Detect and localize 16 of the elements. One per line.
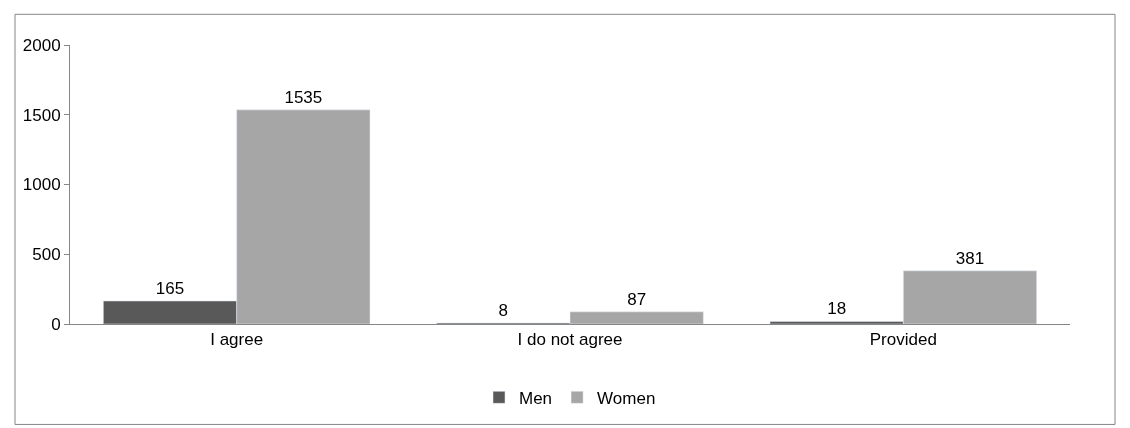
data-label: 381 — [955, 248, 985, 268]
data-label: 1535 — [284, 87, 323, 107]
legend-label: Women — [597, 388, 656, 408]
x-tick-label: I do not agree — [517, 330, 623, 350]
data-label: 165 — [155, 278, 185, 298]
y-tick-label: 500 — [32, 245, 61, 265]
data-label: 87 — [627, 289, 647, 309]
x-tick-label: Provided — [869, 330, 937, 350]
legend-label: Men — [519, 388, 553, 408]
y-tick-label: 2000 — [22, 35, 61, 55]
data-label: 8 — [498, 300, 509, 320]
y-tick-label: 0 — [51, 314, 61, 334]
data-label: 18 — [827, 299, 847, 319]
y-tick-label: 1000 — [22, 175, 61, 195]
x-tick-label: I agree — [210, 330, 264, 350]
y-tick-label: 1500 — [22, 105, 61, 125]
